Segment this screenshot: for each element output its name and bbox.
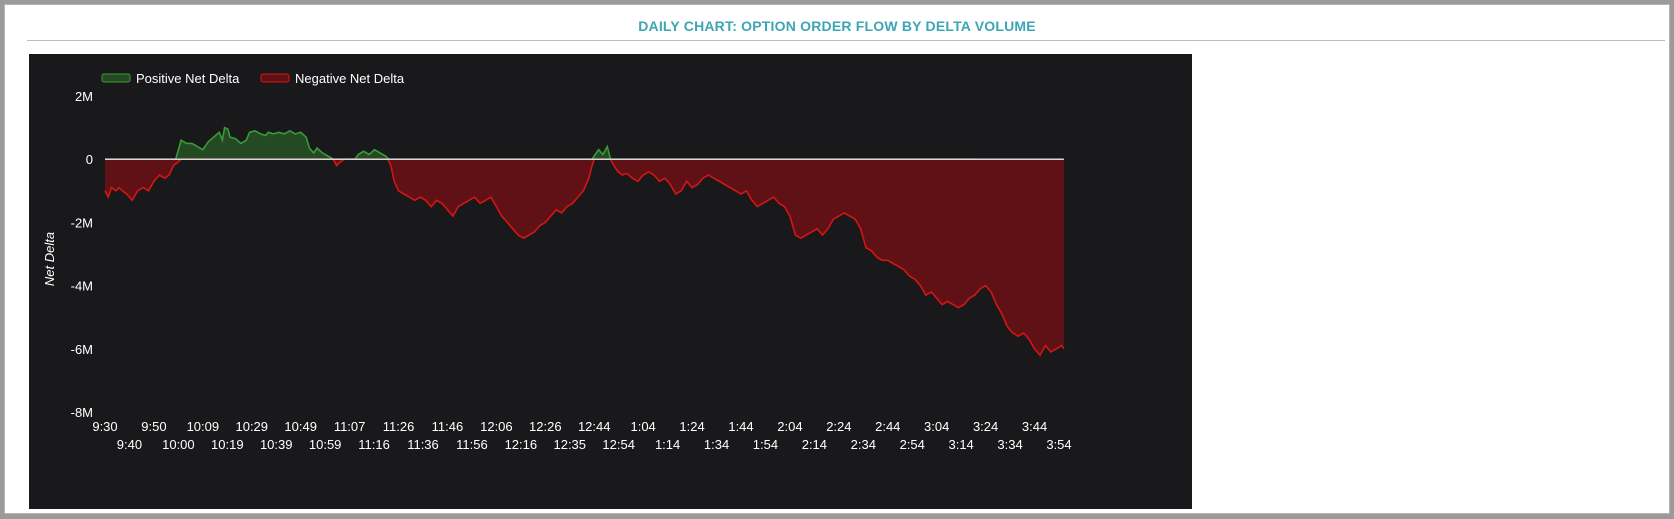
net-delta-chart: Positive Net Delta Negative Net Delta Ne… bbox=[42, 71, 1072, 452]
x-tick-label: 1:44 bbox=[728, 419, 753, 434]
x-tick-label: 11:46 bbox=[432, 419, 464, 434]
x-tick-label: 2:04 bbox=[777, 419, 802, 434]
x-tick-label: 12:35 bbox=[553, 437, 586, 452]
x-tick-label: 10:39 bbox=[260, 437, 293, 452]
x-tick-label: 2:24 bbox=[826, 419, 851, 434]
x-tick-label: 1:14 bbox=[655, 437, 680, 452]
x-tick-label: 2:34 bbox=[851, 437, 876, 452]
x-tick-label: 3:04 bbox=[924, 419, 949, 434]
title-divider bbox=[27, 40, 1665, 41]
legend-item-negative[interactable]: Negative Net Delta bbox=[260, 71, 405, 86]
x-tick-label: 9:30 bbox=[92, 419, 117, 434]
x-tick-label: 1:04 bbox=[630, 419, 655, 434]
y-tick-label: -4M bbox=[71, 279, 93, 294]
x-tick-label: 11:26 bbox=[383, 419, 415, 434]
x-tick-label: 9:50 bbox=[141, 419, 166, 434]
x-tick-label: 10:09 bbox=[187, 419, 220, 434]
x-tick-label: 12:06 bbox=[480, 419, 513, 434]
x-tick-label: 12:16 bbox=[505, 437, 538, 452]
y-axis-label: Net Delta bbox=[42, 232, 57, 286]
x-tick-label: 10:59 bbox=[309, 437, 342, 452]
x-tick-label: 10:29 bbox=[235, 419, 268, 434]
x-tick-label: 11:36 bbox=[407, 437, 439, 452]
legend-label-negative: Negative Net Delta bbox=[295, 71, 405, 86]
chart-area: Positive Net Delta Negative Net Delta Ne… bbox=[29, 54, 1192, 509]
legend-swatch-negative bbox=[260, 73, 290, 83]
x-tick-label: 11:56 bbox=[456, 437, 488, 452]
y-axis-ticks: 2M 0 -2M -4M -6M -8M bbox=[71, 89, 93, 420]
y-tick-label: 0 bbox=[86, 152, 93, 167]
x-tick-label: 3:34 bbox=[997, 437, 1022, 452]
x-tick-label: 3:24 bbox=[973, 419, 998, 434]
x-tick-label: 10:00 bbox=[162, 437, 195, 452]
x-tick-label: 11:07 bbox=[334, 419, 366, 434]
y-tick-label: -6M bbox=[71, 342, 93, 357]
x-axis-ticks: 9:309:40 9:50 10:00 10:09 10:19 10:29 10:39 10:… bbox=[92, 419, 1071, 452]
x-tick-label: 2:54 bbox=[900, 437, 925, 452]
legend-label-positive: Positive Net Delta bbox=[136, 71, 240, 86]
x-tick-label: 11:16 bbox=[358, 437, 390, 452]
x-tick-label: 10:49 bbox=[284, 419, 317, 434]
x-tick-label: 12:54 bbox=[602, 437, 635, 452]
x-tick-label: 2:14 bbox=[802, 437, 827, 452]
positive-area bbox=[105, 127, 975, 160]
x-tick-label: 9:40 bbox=[117, 437, 142, 452]
series-layer bbox=[104, 126, 1065, 357]
negative-line bbox=[104, 158, 1065, 357]
x-tick-label: 12:44 bbox=[578, 419, 611, 434]
x-tick-label: 1:34 bbox=[704, 437, 729, 452]
legend-item-positive[interactable]: Positive Net Delta bbox=[101, 71, 240, 86]
x-tick-label: 10:19 bbox=[211, 437, 244, 452]
x-tick-label: 1:54 bbox=[753, 437, 778, 452]
y-tick-label: -2M bbox=[71, 215, 93, 230]
positive-line bbox=[105, 126, 975, 160]
legend-swatch-positive bbox=[101, 73, 131, 83]
x-tick-label: 1:24 bbox=[679, 419, 704, 434]
panel-title: DAILY CHART: OPTION ORDER FLOW BY DELTA … bbox=[638, 18, 1036, 34]
legend: Positive Net Delta Negative Net Delta bbox=[101, 71, 405, 86]
x-tick-label: 2:44 bbox=[875, 419, 900, 434]
chart-panel: DAILY CHART: OPTION ORDER FLOW BY DELTA … bbox=[4, 4, 1670, 514]
x-tick-label: 3:54 bbox=[1046, 437, 1071, 452]
negative-area bbox=[105, 159, 1064, 356]
y-tick-label: 2M bbox=[75, 89, 93, 104]
x-tick-label: 12:26 bbox=[529, 419, 562, 434]
x-tick-label: 3:14 bbox=[948, 437, 973, 452]
y-tick-label: -8M bbox=[71, 405, 93, 420]
x-tick-label: 3:44 bbox=[1022, 419, 1047, 434]
